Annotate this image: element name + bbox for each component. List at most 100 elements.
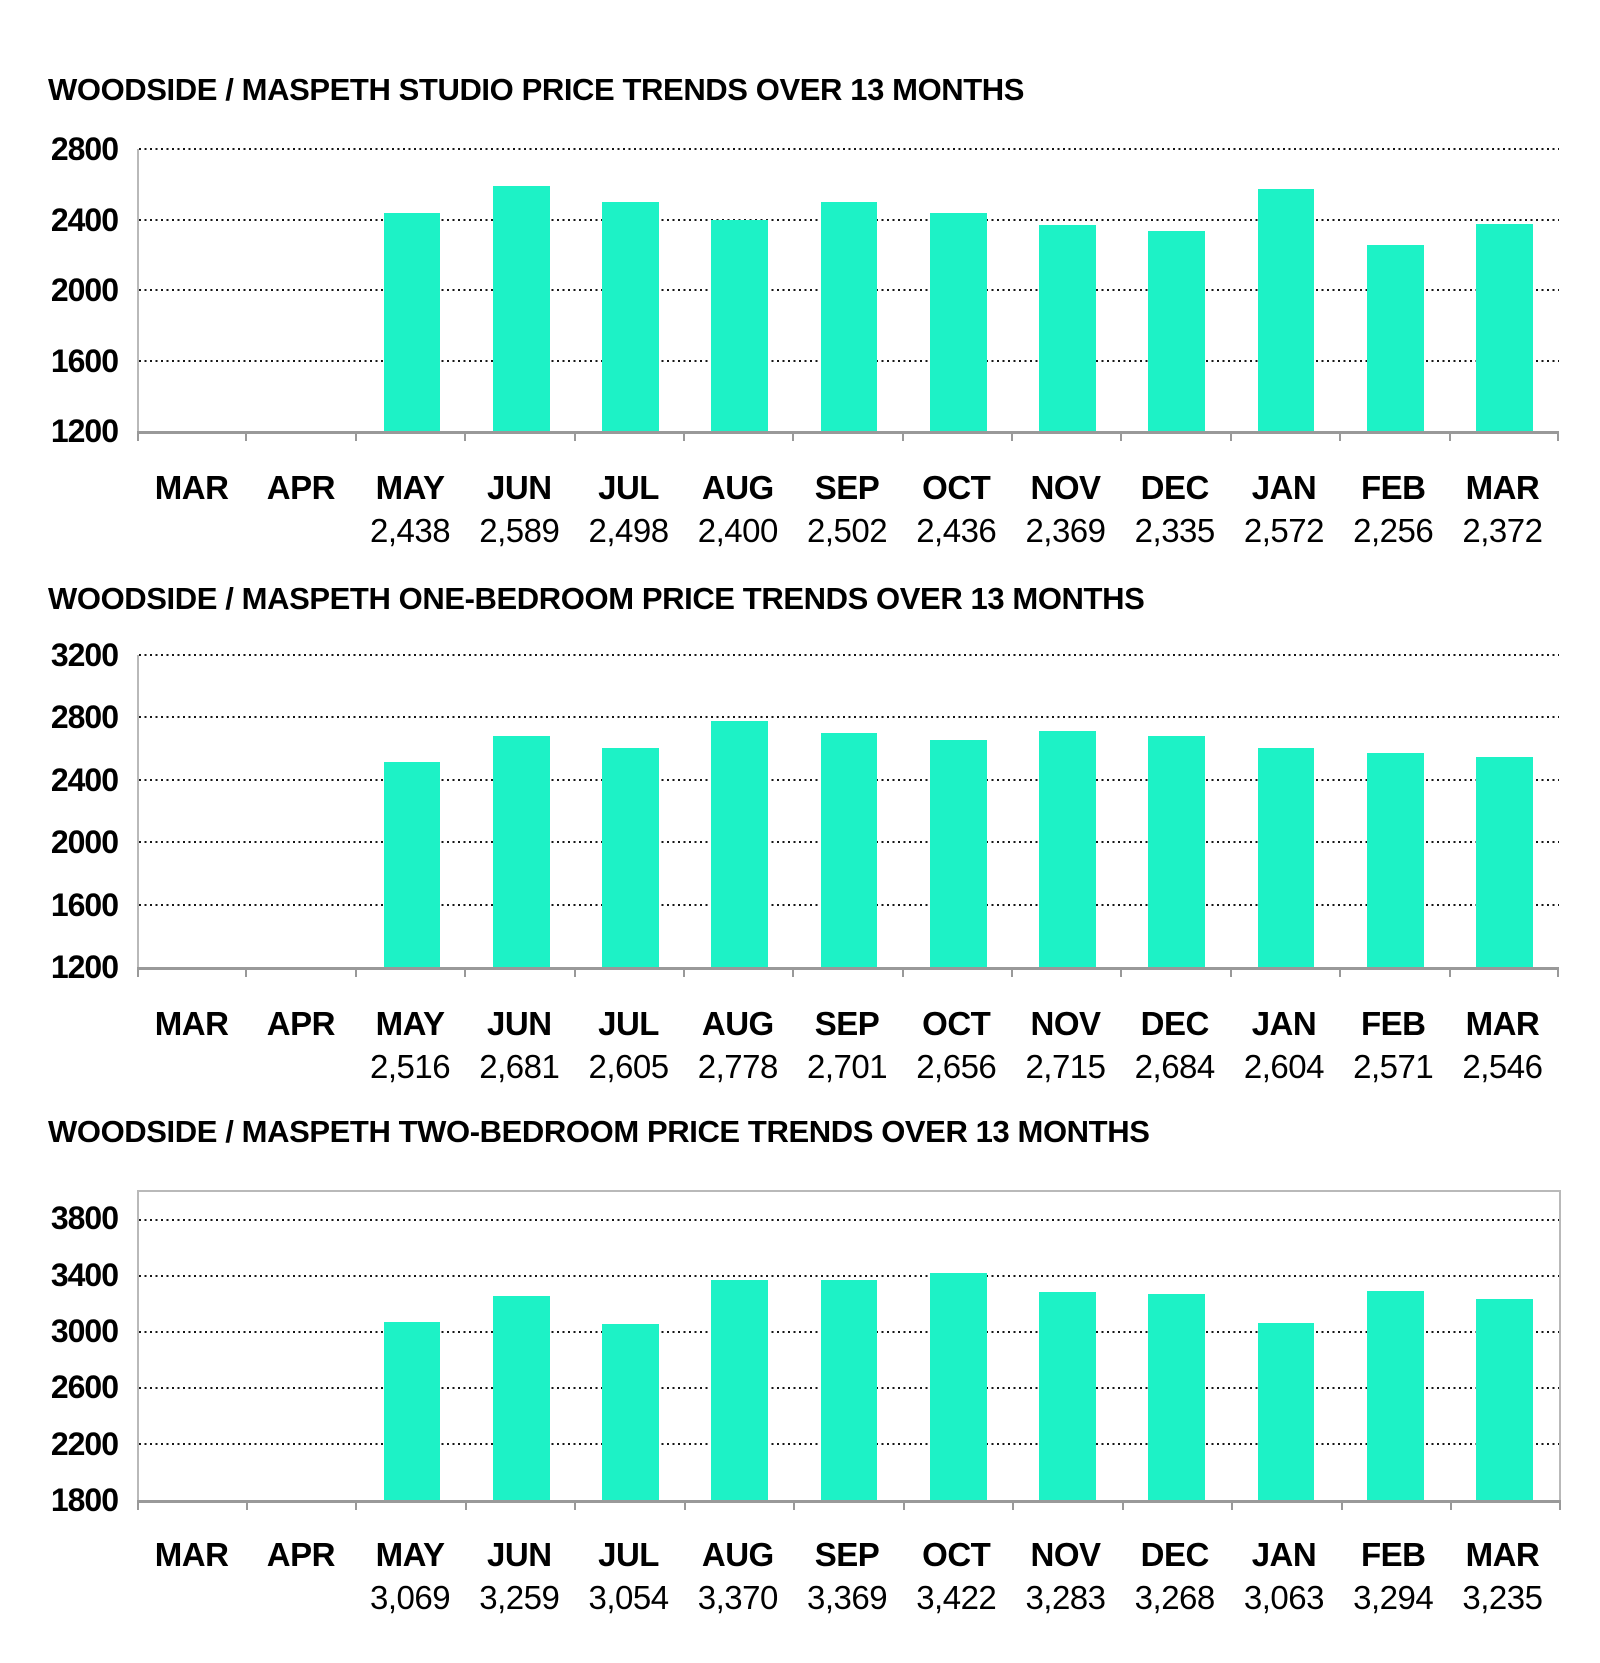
y-tick-label-3200: 3200 [50,637,119,673]
value-label: 2,436 [916,512,997,549]
axis-tick [683,1503,686,1510]
x-label-nov: NOV 2,369 [1011,471,1120,547]
axis-tick [792,434,795,441]
x-label-aug: AUG 2,778 [683,1007,792,1083]
x-label-feb: FEB 2,571 [1339,1007,1448,1083]
x-label-sep: SEP 2,701 [792,1007,901,1083]
month-label: DEC [1140,1536,1210,1573]
bars-layer [139,149,1559,431]
bar-slot-jun [467,655,576,967]
bar-jan-2,572 [1257,189,1315,431]
axis-tick [1339,434,1342,441]
value-label: 2,681 [479,1048,560,1085]
x-label-jan: JAN 3,063 [1229,1538,1338,1614]
month-label: MAR [1465,469,1540,506]
bar-jul-3,054 [602,1324,659,1500]
month-label: OCT [922,469,991,506]
x-label-mar: MAR [137,471,246,547]
axis-tick [1229,970,1232,977]
value-label: 2,256 [1353,512,1434,549]
value-label: 3,063 [1243,1579,1325,1616]
bar-slot-oct [904,655,1013,967]
bar-slot-sep [794,1192,903,1500]
axis-tick [464,970,467,977]
plot-area-two-bedroom [137,1190,1561,1510]
y-tick-label-2000: 2000 [50,824,119,861]
month-label: JUL [598,469,659,506]
value-label: 2,604 [1243,1048,1325,1085]
x-axis-labels: MAR APR MAY 3,069 JUN 3,259 JUL 3,054 AUG 3,370 SE… [137,1538,1557,1614]
axis-tick [245,1503,248,1510]
bar-mar-3,235 [1476,1299,1533,1500]
bar-jun-3,259 [492,1295,550,1500]
plot-area-one-bedroom [137,654,1559,977]
bar-may-2,516 [383,761,441,967]
axis-tick [902,1503,905,1510]
value-label: 3,294 [1353,1579,1434,1616]
value-label: 2,684 [1134,1048,1216,1085]
bar-feb-2,256 [1366,244,1424,431]
month-label: AUG [701,1536,774,1573]
bar-jan-3,063 [1257,1323,1315,1500]
axis-tick [245,970,248,977]
x-label-may: MAY 3,069 [355,1538,464,1614]
axis-tick [1340,1503,1343,1510]
value-label: 3,370 [697,1579,779,1616]
bar-slot-feb [1341,655,1450,967]
month-label: MAY [375,1536,445,1573]
x-label-apr: APR [246,471,355,547]
axis-tick [1012,1503,1015,1510]
x-label-may: MAY 2,516 [355,1007,464,1083]
bar-slot-dec [1122,655,1231,967]
axis-tick [137,970,139,977]
x-label-sep: SEP 2,502 [792,471,901,547]
x-axis-line [137,967,1559,977]
value-label: 2,715 [1025,1048,1106,1085]
y-tick-label-1600: 1600 [50,886,119,923]
month-label: DEC [1140,1005,1210,1042]
axis-tick [1011,434,1014,441]
month-label: JAN [1251,469,1317,506]
value-label: 2,656 [916,1048,997,1085]
axis-tick [354,434,357,441]
bar-aug-2,400 [711,219,769,431]
y-tick-label-2200: 2200 [50,1425,119,1462]
bar-dec-2,335 [1148,230,1206,431]
bar-slot-oct [904,1192,1013,1500]
x-label-dec: DEC 3,268 [1120,1538,1229,1614]
bar-feb-2,571 [1366,753,1424,967]
month-label: NOV [1030,1005,1101,1042]
axis-tick [682,434,685,441]
bar-slot-mar [139,149,248,431]
value-label: 2,572 [1243,512,1325,549]
month-label: FEB [1360,1536,1426,1573]
month-label: JUN [487,1536,552,1573]
axis-tick [573,434,576,441]
bar-slot-apr [248,1192,357,1500]
value-label: 3,369 [806,1579,888,1616]
value-label: 2,335 [1134,512,1216,549]
axis-tick [137,434,139,441]
value-label: 2,400 [697,512,779,549]
value-label: 2,498 [588,512,670,549]
bar-slot-dec [1122,1192,1231,1500]
axis-tick [574,1503,577,1510]
value-label: 2,369 [1025,512,1106,549]
gridline-2800 [139,716,1559,719]
bar-oct-2,436 [929,213,987,431]
axis-tick [792,970,795,977]
value-label: 2,571 [1353,1048,1434,1085]
bar-slot-nov [1013,1192,1122,1500]
bar-jul-2,605 [602,747,659,967]
bar-slot-aug [685,149,794,431]
bar-slot-oct [904,149,1013,431]
bar-slot-may [357,655,466,967]
gridline-2800 [139,148,1559,150]
x-label-mar: MAR 3,235 [1448,1538,1557,1614]
bar-slot-jul [576,1192,685,1500]
axis-tick [1448,434,1451,441]
axis-tick [1121,1503,1124,1510]
axis-tick [1229,434,1232,441]
month-label: DEC [1140,469,1210,506]
month-label: MAY [375,469,445,506]
